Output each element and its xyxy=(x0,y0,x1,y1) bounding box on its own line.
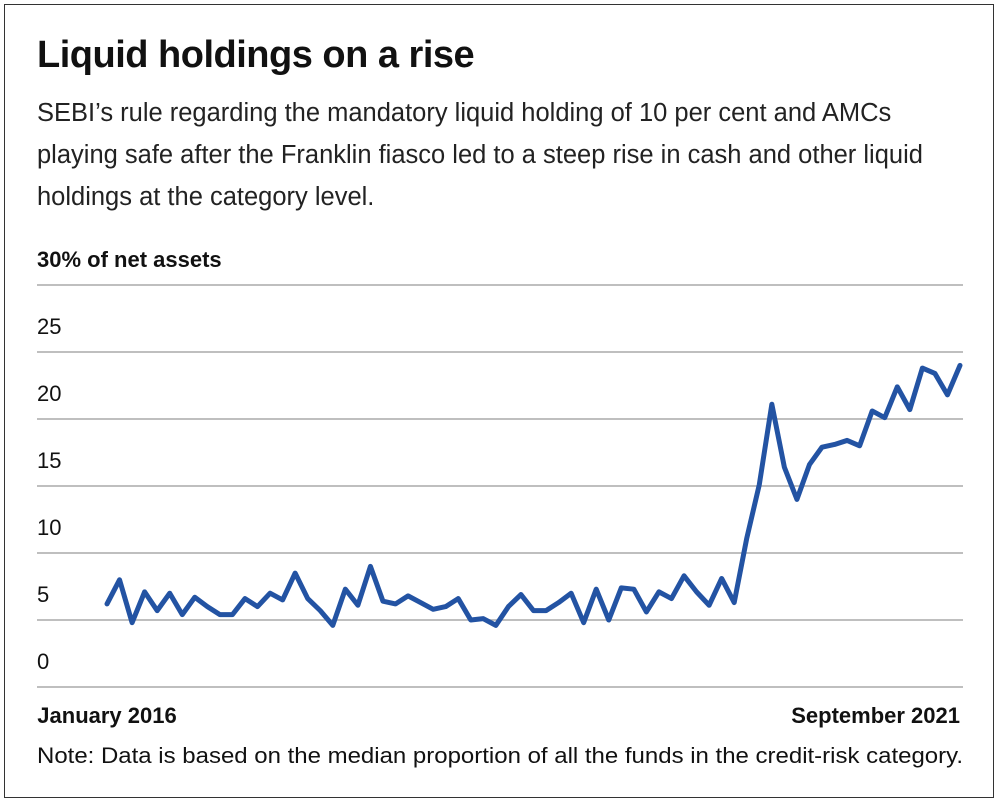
x-tick-label: January 2016 xyxy=(37,703,176,728)
data-line xyxy=(104,362,963,628)
chart-title: Liquid holdings on a rise xyxy=(37,34,475,76)
y-tick-label: 10 xyxy=(37,515,61,540)
y-tick-label: 20 xyxy=(37,381,61,406)
note: Note: Data is based on the median propor… xyxy=(37,743,963,768)
chart-subtitle: SEBI’s rule regarding the mandatory liqu… xyxy=(37,99,923,211)
x-tick-label: September 2021 xyxy=(791,703,960,728)
y-tick-label: 0 xyxy=(37,649,49,674)
frame xyxy=(4,4,994,798)
y-tick-label: 30% of net assets xyxy=(37,247,222,272)
y-tick-label: 15 xyxy=(37,448,61,473)
y-tick-label: 25 xyxy=(37,314,61,339)
y-tick-label: 5 xyxy=(37,582,49,607)
